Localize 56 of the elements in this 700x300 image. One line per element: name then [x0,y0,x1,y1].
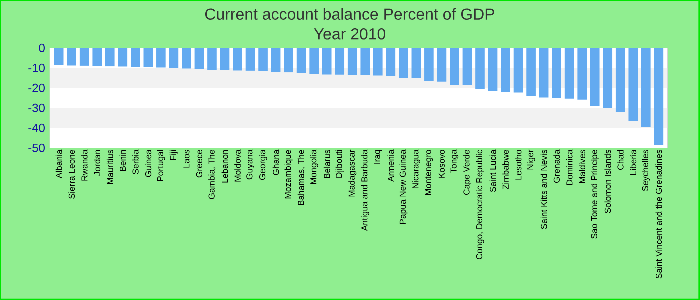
x-tick-label: Belarus [324,150,330,178]
x-tick-label: Saint Kitts and Nevis [540,150,548,230]
x-tick-label: Benin [120,150,126,172]
x-tick-label: Iraq [374,150,382,164]
x-tick-label: Zimbabwe [502,150,509,190]
y-tick-label: -30 [28,104,45,112]
x-tick-label: Guyana [246,150,254,180]
y-tick-label: 0 [39,44,45,52]
x-tick-label: Antigua and Barbuda [361,150,370,231]
x-tick-label: Djibouti [336,150,344,178]
x-tick-label: Laos [184,150,190,168]
x-tick-label: Georgia [259,150,268,180]
x-tick-label: Sao Tome and Principe [591,150,600,239]
x-tick-label: Mozambique [284,150,293,198]
x-tick-label: Chad [617,150,624,170]
x-tick-label: Grenada [554,150,560,183]
chart-title: Current account balance Percent of GDP [205,8,494,20]
chart-subtitle: Year 2010 [314,28,386,40]
y-tick-label: -40 [28,124,45,132]
x-tick-label: Papua New Guinea [400,150,408,224]
x-tick-label: Niger [527,150,536,170]
x-tick-label: Bahamas, The [298,150,306,206]
x-tick-label: Tonga [450,150,459,174]
x-tick-label: Rwanda [81,150,88,181]
x-tick-label: Montenegro [425,150,434,196]
x-tick-label: Cape Verde [463,150,472,195]
x-tick-label: Dominica [566,150,573,185]
x-tick-label: Serbia [132,150,139,174]
x-tick-label: Gambia, The [208,150,216,200]
x-tick-label: Nicaragua [412,150,420,188]
x-tick-label: Guinea [145,150,152,178]
x-tick-label: Madagascar [348,150,357,197]
x-tick-label: Saint Vincent and the Grenadines [656,150,662,279]
x-tick-label: Fiji [170,150,178,160]
x-tick-label: Albania [56,150,62,178]
x-tick-label: Solomon Islands [604,150,612,214]
x-tick-label: Lesotho [515,150,522,180]
x-tick-label: Armenia [388,150,394,182]
x-tick-label: Saint Lucia [490,150,496,192]
x-tick-label: Liberia [630,150,637,175]
x-tick-label: Ghana [272,150,280,176]
y-tick-label: -50 [28,144,45,152]
x-tick-label: Kosovo [438,150,445,178]
x-tick-label: Mauritius [106,150,114,184]
y-tick-label: -10 [28,64,45,72]
x-tick-label: Greece [196,150,203,178]
x-tick-label: Jordan [94,150,101,176]
x-tick-label: Sierra Leone [68,150,76,199]
x-tick-label: Seychelles [642,150,650,192]
x-tick-label: Mongolia [310,150,318,184]
x-tick-label: Portugal [157,150,166,182]
y-tick-label: -20 [28,84,45,92]
x-tick-label: Moldova [234,150,241,182]
x-tick-label: Maldives [579,150,586,184]
x-tick-label: Congo, Democratic Republic [476,150,484,260]
x-tick-label: Lebanon [222,150,228,183]
